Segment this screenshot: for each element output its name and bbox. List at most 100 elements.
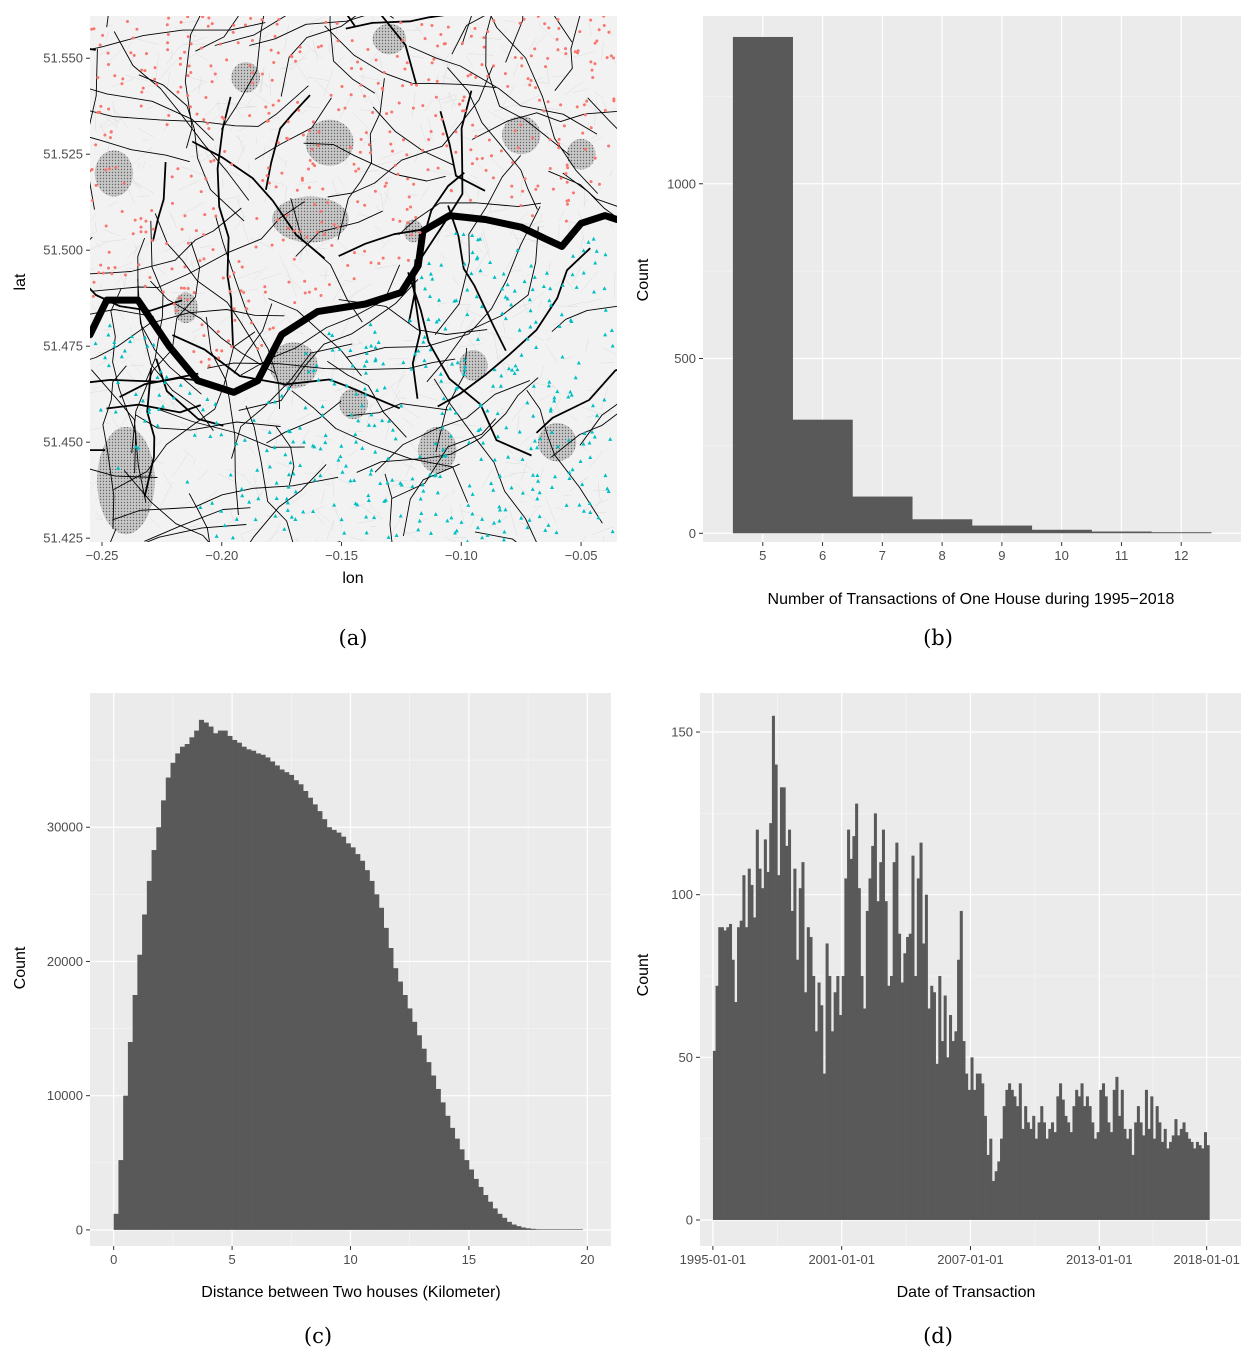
- south-point: [454, 298, 459, 303]
- north-point: [352, 162, 356, 166]
- south-point: [378, 481, 383, 486]
- south-point: [532, 275, 537, 279]
- y-tick-label: 100: [671, 887, 693, 902]
- histogram-bar: [782, 787, 786, 1220]
- south-point: [503, 507, 508, 512]
- north-point: [595, 39, 599, 43]
- minor-street: [438, 98, 442, 111]
- south-point: [398, 480, 403, 485]
- histogram-bar: [903, 953, 907, 1220]
- minor-street: [451, 489, 456, 495]
- north-point: [195, 112, 199, 116]
- y-tick-label: 51.550: [43, 51, 83, 66]
- minor-street: [532, 334, 545, 342]
- minor-street: [348, 251, 366, 257]
- histogram-bar: [1010, 1089, 1014, 1220]
- histogram-bar: [790, 910, 794, 1220]
- histogram-bar: [930, 985, 934, 1220]
- minor-street: [388, 390, 401, 413]
- south-point: [390, 477, 395, 482]
- histogram-bar: [1107, 1122, 1111, 1220]
- south-point: [219, 432, 224, 437]
- north-point: [403, 67, 407, 71]
- minor-street: [415, 143, 421, 162]
- minor-street: [564, 390, 568, 400]
- south-point: [382, 499, 387, 503]
- south-point: [354, 439, 359, 444]
- road: [374, 380, 531, 473]
- south-point: [133, 392, 138, 396]
- south-point: [301, 509, 306, 514]
- histogram-bar: [284, 772, 290, 1230]
- minor-street: [572, 266, 582, 284]
- south-point: [145, 343, 150, 348]
- south-point: [372, 515, 377, 520]
- histogram-bar: [1123, 1128, 1127, 1220]
- north-point: [449, 188, 453, 192]
- minor-street: [304, 245, 309, 256]
- minor-street: [582, 534, 587, 542]
- north-point: [534, 187, 538, 191]
- south-point: [503, 294, 508, 299]
- minor-street: [466, 81, 494, 86]
- south-point: [544, 270, 549, 275]
- north-point: [185, 298, 189, 302]
- minor-street: [98, 110, 121, 124]
- histogram-bar: [573, 1229, 579, 1230]
- north-point: [204, 177, 208, 181]
- histogram-bar: [516, 1226, 522, 1230]
- minor-street: [415, 393, 440, 402]
- minor-street: [90, 240, 111, 250]
- south-point: [475, 255, 480, 259]
- caption-d: (d): [923, 1324, 953, 1348]
- minor-street: [334, 295, 342, 305]
- south-point: [386, 535, 391, 539]
- north-point: [602, 24, 606, 28]
- histogram-bar: [1201, 1148, 1205, 1220]
- north-point: [194, 229, 198, 233]
- north-point: [271, 326, 275, 330]
- north-point: [420, 23, 424, 27]
- minor-street: [534, 382, 556, 388]
- north-point: [510, 184, 514, 188]
- north-point: [427, 78, 431, 82]
- south-point: [311, 509, 316, 514]
- minor-street: [138, 195, 150, 197]
- minor-street: [365, 403, 372, 428]
- minor-street: [582, 199, 588, 207]
- north-point: [296, 100, 300, 104]
- south-point: [427, 472, 432, 477]
- histogram-bar: [788, 829, 792, 1220]
- south-point: [548, 286, 553, 291]
- south-point: [535, 496, 540, 501]
- c-y-axis-title: Count: [12, 946, 29, 989]
- north-point: [165, 242, 169, 246]
- minor-street: [198, 76, 202, 94]
- south-point: [445, 518, 450, 523]
- north-point: [286, 226, 290, 230]
- minor-street: [401, 531, 418, 535]
- north-point: [202, 233, 206, 237]
- minor-street: [281, 57, 307, 69]
- south-point: [503, 316, 508, 321]
- south-point: [591, 403, 596, 408]
- histogram-bar: [1021, 1128, 1025, 1220]
- histogram-bar: [881, 829, 885, 1220]
- minor-street: [479, 424, 487, 429]
- north-point: [301, 133, 305, 137]
- south-point: [450, 361, 455, 366]
- histogram-bar: [949, 1015, 953, 1220]
- south-point: [433, 441, 438, 446]
- south-point: [569, 319, 574, 324]
- minor-street: [557, 50, 569, 58]
- north-point: [167, 113, 171, 117]
- road: [145, 524, 247, 542]
- x-tick-label: 2001-01-01: [808, 1252, 875, 1267]
- north-point: [114, 166, 118, 170]
- minor-street: [379, 239, 391, 250]
- x-tick-label: −0.15: [325, 548, 358, 563]
- histogram-bar: [1147, 1128, 1151, 1220]
- north-point: [469, 34, 473, 38]
- minor-street: [315, 508, 332, 524]
- north-point: [516, 146, 520, 150]
